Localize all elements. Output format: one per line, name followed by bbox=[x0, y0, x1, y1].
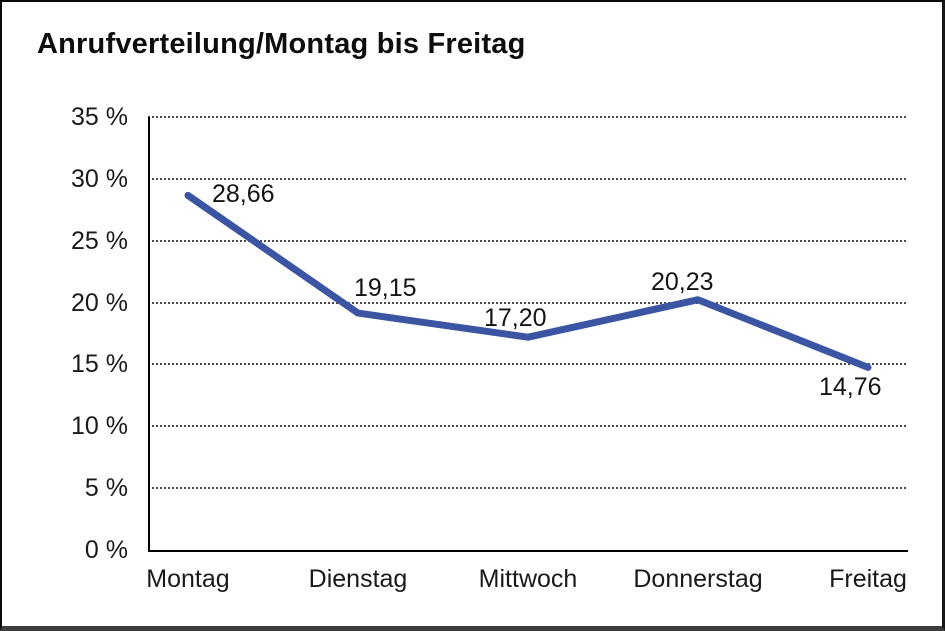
data-value-label: 17,20 bbox=[484, 304, 547, 333]
y-axis-line bbox=[148, 117, 150, 550]
x-axis-line bbox=[148, 550, 908, 552]
y-tick-label: 10 % bbox=[71, 412, 128, 441]
gridline bbox=[148, 116, 906, 118]
data-value-label: 28,66 bbox=[212, 180, 275, 209]
y-tick-label: 20 % bbox=[71, 288, 128, 317]
data-value-label: 14,76 bbox=[819, 373, 882, 402]
x-category-label: Mittwoch bbox=[478, 565, 578, 593]
gridline bbox=[148, 425, 906, 428]
gridline bbox=[148, 301, 906, 304]
x-category-label: Montag bbox=[146, 565, 230, 593]
data-line bbox=[184, 191, 872, 371]
gridline bbox=[148, 487, 906, 490]
y-tick-label: 0 % bbox=[84, 536, 128, 564]
y-tick-label: 30 % bbox=[71, 164, 128, 193]
y-tick-label: 35 % bbox=[71, 103, 128, 131]
y-tick-label: 25 % bbox=[71, 226, 128, 255]
x-category-label: Freitag bbox=[829, 565, 907, 593]
x-category-label: Dienstag bbox=[308, 565, 408, 593]
gridline bbox=[148, 363, 906, 366]
y-tick-label: 5 % bbox=[84, 474, 128, 503]
x-category-label: Donnerstag bbox=[633, 565, 763, 593]
gridline bbox=[148, 239, 906, 242]
chart-title: Anrufverteilung/Montag bis Freitag bbox=[37, 28, 526, 60]
gridline bbox=[148, 177, 906, 180]
data-value-label: 19,15 bbox=[354, 274, 417, 303]
data-value-label: 20,23 bbox=[651, 267, 714, 296]
y-tick-label: 15 % bbox=[71, 350, 128, 379]
